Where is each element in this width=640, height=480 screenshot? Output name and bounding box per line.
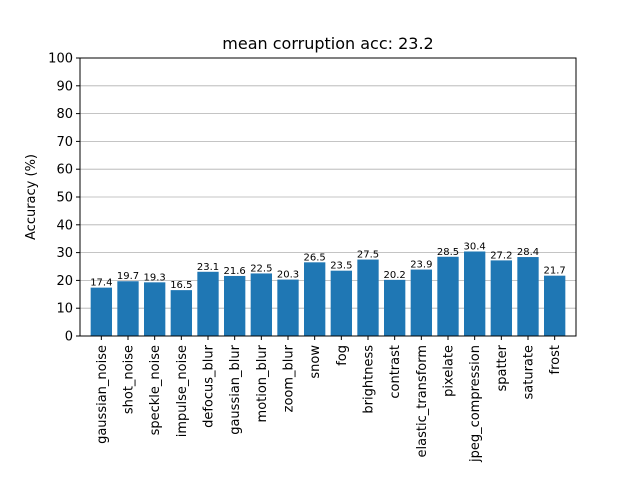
bar-motion-blur bbox=[250, 273, 272, 336]
x-tick-label: gaussian_blur bbox=[228, 344, 243, 434]
x-tick-label: speckle_noise bbox=[148, 345, 163, 435]
y-tick-label: 10 bbox=[56, 302, 73, 317]
bar-frost bbox=[544, 275, 566, 336]
data-label: 26.5 bbox=[304, 252, 326, 263]
data-label: 19.7 bbox=[117, 271, 139, 282]
y-tick-label: 90 bbox=[56, 79, 73, 94]
x-tick-label: gaussian_noise bbox=[95, 345, 110, 444]
data-label: 20.3 bbox=[277, 270, 299, 281]
y-axis-label: Accuracy (%) bbox=[24, 154, 39, 240]
data-label: 30.4 bbox=[464, 241, 486, 252]
bar-jpeg-compression bbox=[464, 251, 486, 336]
chart-title: mean corruption acc: 23.2 bbox=[222, 34, 433, 53]
data-label: 23.5 bbox=[330, 261, 352, 272]
bar-contrast bbox=[384, 279, 406, 336]
data-label: 17.4 bbox=[90, 278, 112, 289]
y-tick-label: 50 bbox=[56, 191, 73, 206]
x-tick-label: zoom_blur bbox=[282, 344, 297, 412]
bar-impulse-noise bbox=[170, 290, 192, 336]
bar-elastic-transform bbox=[410, 269, 432, 336]
data-label: 21.6 bbox=[224, 266, 246, 277]
y-tick-label: 40 bbox=[56, 218, 73, 233]
x-tick-label: contrast bbox=[388, 345, 403, 399]
y-tick-label: 70 bbox=[56, 135, 73, 150]
data-label: 19.3 bbox=[144, 272, 166, 283]
x-tick-label: saturate bbox=[522, 345, 537, 399]
data-label: 16.5 bbox=[170, 280, 192, 291]
x-tick-label: defocus_blur bbox=[202, 344, 217, 428]
data-label: 23.9 bbox=[410, 260, 432, 271]
data-label: 27.5 bbox=[357, 250, 379, 261]
x-tick-label: shot_noise bbox=[122, 345, 137, 414]
data-labels: 17.4 19.7 19.3 16.5 23.1 21.6 22.5 20.3 26.5 23.5… bbox=[90, 241, 566, 291]
bar-snow bbox=[304, 262, 326, 336]
x-tick-label: motion_blur bbox=[255, 344, 270, 422]
bar-defocus-blur bbox=[197, 271, 219, 336]
data-label: 21.7 bbox=[544, 266, 566, 277]
x-tick-label: spatter bbox=[495, 344, 510, 391]
data-label: 20.2 bbox=[384, 270, 406, 281]
bar-speckle-noise bbox=[144, 282, 166, 336]
bar-gaussian-blur bbox=[224, 275, 246, 336]
x-tick-label: pixelate bbox=[442, 345, 457, 397]
y-tick-label: 100 bbox=[48, 52, 73, 67]
x-tick-label: elastic_transform bbox=[415, 345, 430, 457]
data-label: 27.2 bbox=[490, 250, 512, 261]
bar-gaussian-noise bbox=[90, 287, 112, 336]
y-tick-label: 80 bbox=[56, 107, 73, 122]
x-tick-label: jpeg_compression bbox=[468, 345, 483, 463]
bar-shot-noise bbox=[117, 281, 139, 336]
data-label: 22.5 bbox=[250, 263, 272, 274]
bar-fog bbox=[330, 270, 352, 336]
bar-saturate bbox=[517, 257, 539, 336]
bar-pixelate bbox=[437, 256, 459, 336]
x-tick-label: frost bbox=[548, 345, 563, 374]
x-tick-label: fog bbox=[335, 345, 350, 366]
bar-brightness bbox=[357, 259, 379, 336]
x-axis-ticks: gaussian_noise shot_noise speckle_noise imp… bbox=[95, 336, 563, 463]
data-label: 23.1 bbox=[197, 262, 219, 273]
y-tick-label: 60 bbox=[56, 163, 73, 178]
x-tick-label: snow bbox=[308, 345, 323, 379]
y-tick-label: 30 bbox=[56, 246, 73, 261]
data-label: 28.5 bbox=[437, 247, 459, 258]
data-label: 28.4 bbox=[517, 247, 539, 258]
x-tick-label: brightness bbox=[362, 345, 377, 414]
bars bbox=[90, 251, 566, 336]
y-tick-label: 20 bbox=[56, 274, 73, 289]
bar-zoom-blur bbox=[277, 279, 299, 336]
bar-spatter bbox=[490, 260, 512, 336]
y-tick-label: 0 bbox=[65, 330, 73, 345]
y-axis-ticks: 0 10 20 30 40 50 60 70 80 90 100 bbox=[48, 52, 80, 345]
x-tick-label: impulse_noise bbox=[175, 345, 190, 437]
plot-frame bbox=[79, 57, 577, 337]
